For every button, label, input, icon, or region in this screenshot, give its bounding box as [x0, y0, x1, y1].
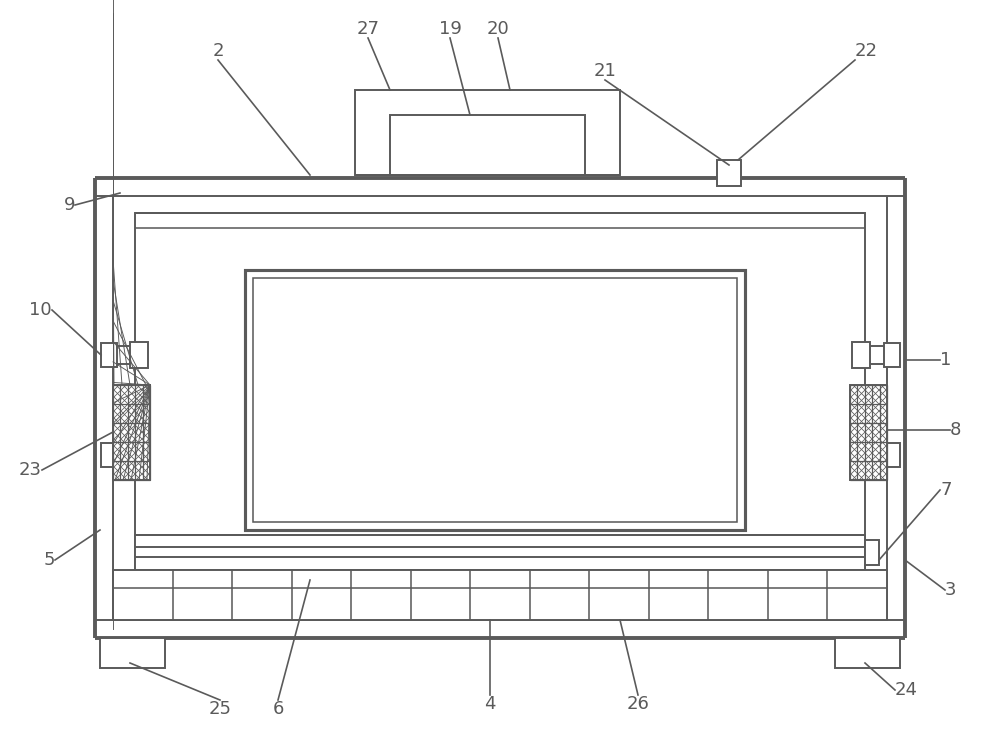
Text: 25: 25 — [208, 700, 232, 718]
Text: 2: 2 — [212, 42, 224, 60]
Bar — [245, 270, 745, 530]
Text: 10: 10 — [29, 301, 52, 319]
Bar — [130, 442, 148, 468]
Bar — [835, 638, 900, 668]
Bar — [100, 638, 165, 668]
Bar — [135, 535, 865, 570]
Text: 21: 21 — [594, 62, 616, 80]
Bar — [355, 90, 620, 175]
Bar — [113, 446, 135, 464]
Text: 23: 23 — [19, 461, 42, 479]
Bar — [884, 443, 900, 467]
Text: 26: 26 — [627, 695, 649, 713]
Bar — [850, 385, 887, 480]
Bar — [101, 443, 117, 467]
Text: 5: 5 — [44, 551, 55, 569]
Text: 1: 1 — [940, 351, 951, 369]
Bar — [113, 346, 135, 364]
Bar — [101, 343, 117, 367]
Text: 22: 22 — [855, 42, 878, 60]
Text: 7: 7 — [940, 481, 952, 499]
Bar — [865, 540, 879, 565]
Bar — [717, 160, 741, 186]
Bar — [253, 278, 737, 522]
Text: 3: 3 — [945, 581, 956, 599]
Bar — [865, 346, 887, 364]
Text: 6: 6 — [272, 700, 284, 718]
Bar — [135, 213, 865, 618]
Bar — [884, 343, 900, 367]
Bar — [390, 115, 585, 175]
Bar — [130, 342, 148, 368]
Bar — [852, 342, 870, 368]
Bar — [865, 446, 887, 464]
Text: 20: 20 — [487, 20, 509, 38]
Bar — [720, 165, 738, 183]
Text: 9: 9 — [64, 196, 75, 214]
Bar — [113, 385, 150, 480]
Bar — [113, 570, 887, 620]
Text: 27: 27 — [356, 20, 380, 38]
Text: 4: 4 — [484, 695, 496, 713]
Bar — [852, 442, 870, 468]
Text: 19: 19 — [439, 20, 461, 38]
Text: 24: 24 — [895, 681, 918, 699]
Text: 8: 8 — [950, 421, 961, 439]
